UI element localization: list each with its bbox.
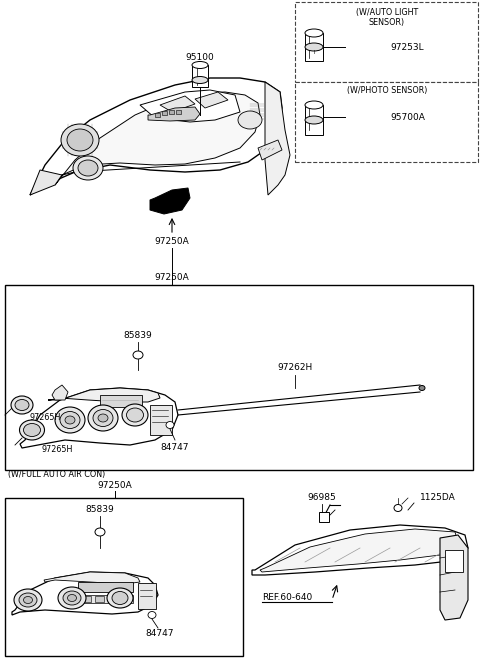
- Text: (W/FULL AUTO AIR CON): (W/FULL AUTO AIR CON): [8, 470, 105, 480]
- Ellipse shape: [55, 407, 85, 433]
- Bar: [176, 110, 181, 114]
- Ellipse shape: [95, 528, 105, 536]
- Ellipse shape: [192, 76, 208, 84]
- Text: REF.60-640: REF.60-640: [262, 593, 312, 603]
- Bar: [295, 2, 478, 82]
- Ellipse shape: [15, 399, 29, 411]
- Ellipse shape: [78, 160, 98, 176]
- Polygon shape: [52, 385, 68, 400]
- Ellipse shape: [166, 421, 174, 429]
- Polygon shape: [440, 535, 468, 620]
- Bar: [305, 33, 323, 61]
- Text: SENSOR): SENSOR): [369, 17, 405, 27]
- Text: 97250A: 97250A: [155, 274, 190, 282]
- Ellipse shape: [305, 101, 323, 109]
- Ellipse shape: [419, 385, 425, 391]
- Text: 95100: 95100: [186, 52, 215, 62]
- Text: 95700A: 95700A: [390, 112, 425, 122]
- Bar: [305, 105, 323, 135]
- Text: (W/PHOTO SENSOR): (W/PHOTO SENSOR): [347, 86, 427, 94]
- Text: 85839: 85839: [85, 506, 114, 514]
- Bar: [5, 498, 243, 656]
- Bar: [295, 82, 478, 162]
- Bar: [192, 65, 208, 87]
- Bar: [78, 582, 133, 592]
- Bar: [78, 595, 133, 603]
- Polygon shape: [55, 92, 260, 185]
- Ellipse shape: [192, 62, 208, 68]
- Ellipse shape: [24, 423, 40, 436]
- Polygon shape: [20, 388, 178, 448]
- Ellipse shape: [65, 416, 75, 424]
- Ellipse shape: [394, 504, 402, 512]
- Polygon shape: [44, 572, 140, 584]
- Polygon shape: [265, 82, 290, 195]
- Bar: [95, 596, 104, 602]
- Bar: [108, 596, 117, 602]
- Text: 97253L: 97253L: [390, 43, 424, 52]
- Ellipse shape: [98, 414, 108, 422]
- Ellipse shape: [24, 597, 33, 603]
- Ellipse shape: [60, 411, 80, 429]
- Bar: [445, 550, 463, 572]
- Ellipse shape: [11, 396, 33, 414]
- Polygon shape: [160, 96, 195, 112]
- Polygon shape: [195, 92, 228, 108]
- Polygon shape: [30, 170, 62, 195]
- Text: 1125DA: 1125DA: [420, 494, 456, 502]
- Polygon shape: [258, 140, 282, 160]
- Bar: [138, 583, 156, 609]
- Ellipse shape: [133, 351, 143, 359]
- Ellipse shape: [305, 29, 323, 37]
- Text: 97250A: 97250A: [97, 480, 132, 490]
- Text: 97265H: 97265H: [30, 413, 61, 423]
- Text: 97250A: 97250A: [155, 237, 190, 246]
- Ellipse shape: [19, 593, 37, 607]
- Ellipse shape: [58, 587, 86, 609]
- Ellipse shape: [14, 589, 42, 611]
- Bar: [121, 596, 130, 602]
- Ellipse shape: [88, 405, 118, 431]
- Text: I: I: [313, 50, 315, 54]
- Text: 84747: 84747: [146, 630, 174, 638]
- Bar: [5, 285, 473, 470]
- Ellipse shape: [148, 611, 156, 619]
- Ellipse shape: [68, 595, 76, 601]
- Text: 97262H: 97262H: [277, 363, 312, 373]
- Ellipse shape: [112, 591, 128, 605]
- Polygon shape: [148, 107, 200, 121]
- Bar: [155, 113, 160, 117]
- Polygon shape: [12, 572, 158, 615]
- Text: 97265H: 97265H: [42, 446, 73, 454]
- Bar: [162, 111, 167, 115]
- Ellipse shape: [20, 420, 45, 440]
- Bar: [319, 512, 329, 522]
- Polygon shape: [150, 188, 190, 214]
- Polygon shape: [140, 90, 240, 122]
- Polygon shape: [48, 388, 160, 402]
- Ellipse shape: [63, 591, 81, 605]
- Text: 84747: 84747: [161, 444, 189, 452]
- Polygon shape: [260, 529, 458, 572]
- Ellipse shape: [73, 156, 103, 180]
- Bar: [169, 110, 174, 114]
- Ellipse shape: [122, 404, 148, 426]
- Ellipse shape: [305, 116, 323, 124]
- Ellipse shape: [61, 124, 99, 156]
- Polygon shape: [30, 78, 282, 195]
- Polygon shape: [252, 525, 468, 575]
- Ellipse shape: [93, 409, 113, 427]
- Text: 96985: 96985: [308, 494, 336, 502]
- Bar: [100, 395, 142, 407]
- Ellipse shape: [127, 408, 144, 422]
- Text: (W/AUTO LIGHT: (W/AUTO LIGHT: [356, 9, 418, 17]
- Ellipse shape: [238, 111, 262, 129]
- Ellipse shape: [107, 588, 133, 608]
- Text: 85839: 85839: [124, 330, 152, 339]
- Bar: [150, 405, 172, 435]
- Ellipse shape: [305, 43, 323, 51]
- Ellipse shape: [67, 129, 93, 151]
- Bar: [82, 596, 91, 602]
